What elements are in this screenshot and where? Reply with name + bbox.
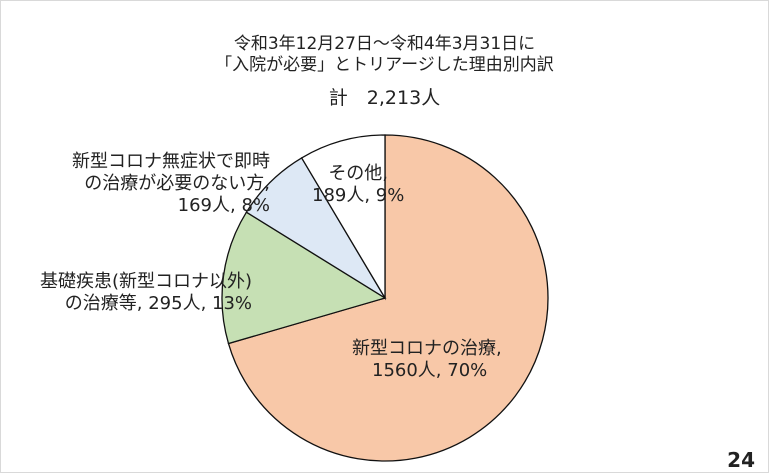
chart-total-label: 計 2,213人: [328, 87, 441, 109]
slice-label-underlying-disease-line1: 基礎疾患(新型コロナ以外): [40, 271, 253, 292]
slice-label-asymptomatic-line1: 新型コロナ無症状で即時: [72, 151, 270, 172]
slice-label-underlying-disease: 基礎疾患(新型コロナ以外) の治療等, 295人, 13%: [40, 271, 252, 315]
slice-underlying-disease: [221, 211, 387, 345]
slice-label-covid-treatment: 新型コロナの治療, 1560人, 70%: [352, 338, 502, 382]
slice-label-other: その他, 189人, 9%: [312, 163, 404, 207]
slice-label-underlying-disease-line2: の治療等, 295人, 13%: [64, 293, 253, 314]
chart-title-line1: 令和3年12月27日～令和4年3月31日に: [233, 34, 536, 54]
slice-other: [300, 134, 386, 301]
slice-label-other-line2: 189人, 9%: [312, 185, 405, 206]
slice-label-covid-treatment-line1: 新型コロナの治療,: [352, 338, 502, 359]
chart-title-line2: 「入院が必要」とトリアージした理由別内訳: [215, 55, 554, 75]
slice-covid-treatment: [227, 134, 549, 462]
slice-label-asymptomatic-line3: 169人, 8%: [177, 195, 270, 216]
page-number: 24: [727, 448, 755, 472]
slice-label-asymptomatic-line2: の治療が必要のない方,: [84, 173, 270, 194]
slice-label-other-line1: その他,: [328, 163, 389, 184]
slice-label-asymptomatic: 新型コロナ無症状で即時 の治療が必要のない方, 169人, 8%: [72, 151, 270, 217]
slice-label-covid-treatment-line2: 1560人, 70%: [372, 360, 488, 381]
